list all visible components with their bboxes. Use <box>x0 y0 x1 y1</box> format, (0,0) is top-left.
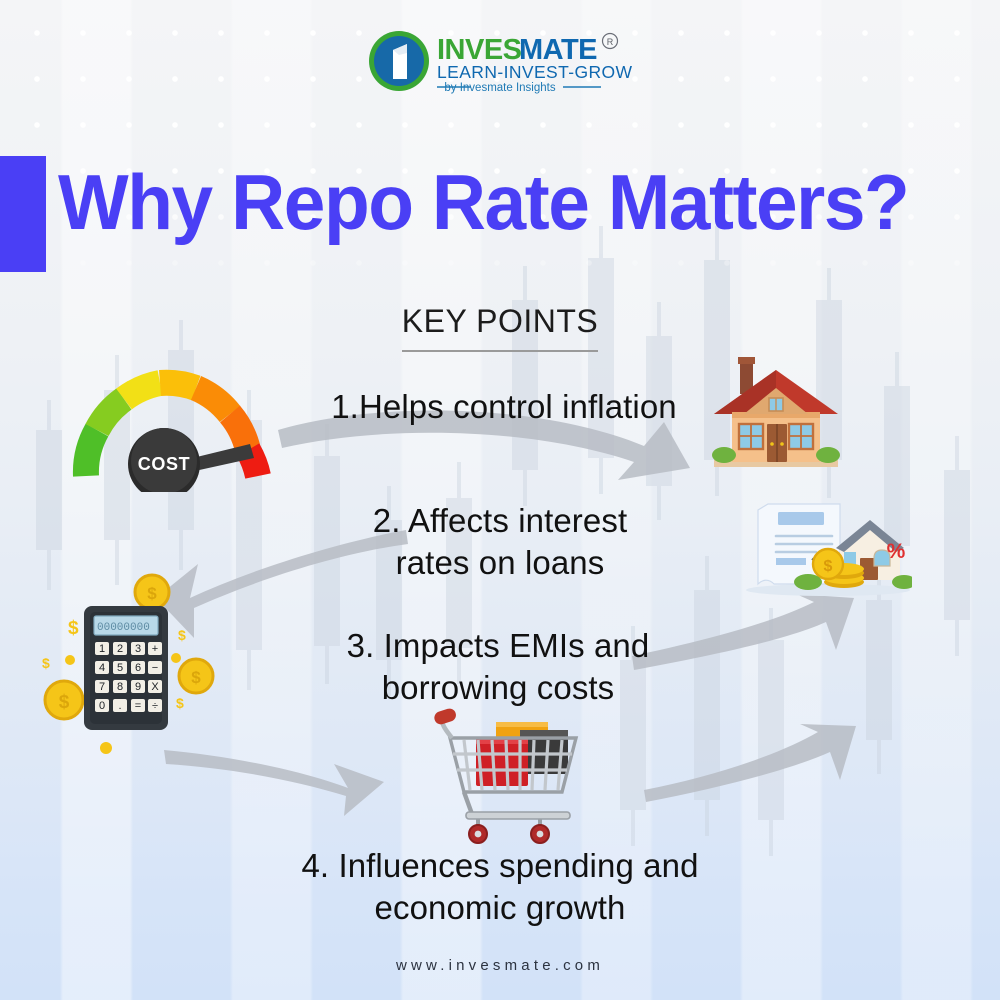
calculator-icon: $ $ $ $ $ $ $ 00000000 <box>42 573 215 754</box>
svg-text:3: 3 <box>135 643 141 655</box>
svg-text:.: . <box>118 700 121 712</box>
svg-text:−: − <box>152 662 158 674</box>
arrow-to-growth-icon <box>644 724 856 802</box>
gauge-label: COST <box>138 454 190 474</box>
svg-text:00000000: 00000000 <box>97 622 150 634</box>
key-point-2: 2. Affects interest rates on loans <box>372 502 628 582</box>
svg-text:$: $ <box>178 627 186 643</box>
cost-gauge-icon: COST <box>72 369 271 492</box>
house-icon <box>712 357 840 467</box>
logo-word-inves: INVES <box>437 34 522 66</box>
svg-text:5: 5 <box>117 662 123 674</box>
arrow-to-calculator-icon <box>156 530 408 638</box>
svg-text:=: = <box>135 700 141 712</box>
svg-text:$: $ <box>68 618 79 639</box>
key-point-3: 3. Impacts EMIs and borrowing costs <box>346 627 650 707</box>
logo-tagline: LEARN-INVEST-GROW <box>437 62 633 82</box>
registered-trademark-icon: R <box>607 37 614 47</box>
key-point-4: 4. Influences spending and economic grow… <box>301 847 699 927</box>
svg-text:$: $ <box>176 695 184 711</box>
shopping-cart-icon <box>434 708 579 844</box>
home-loan-document-icon: $ % <box>746 503 912 596</box>
arrow-to-house-icon <box>278 410 690 480</box>
svg-text:$: $ <box>824 558 833 575</box>
svg-text:0: 0 <box>99 700 105 712</box>
key-points-underline <box>402 350 598 352</box>
svg-text:1: 1 <box>99 643 105 655</box>
arrow-to-cart-icon <box>164 750 384 816</box>
key-point-1: 1.Helps control inflation <box>331 388 677 425</box>
arrow-to-loan-document-icon <box>632 594 854 670</box>
coin-stack: $ <box>811 547 864 588</box>
calculator-display: 00000000 <box>97 622 150 634</box>
svg-text:$: $ <box>42 655 50 671</box>
svg-text:4: 4 <box>99 662 105 674</box>
logo-subtagline: by Invesmate Insights <box>444 82 555 94</box>
svg-text:9: 9 <box>135 681 141 693</box>
svg-text:+: + <box>152 643 158 655</box>
website-url[interactable]: www.invesmate.com <box>395 957 605 974</box>
svg-text:$: $ <box>147 584 157 603</box>
percent-icon: % <box>887 540 906 563</box>
svg-text:X: X <box>151 681 159 693</box>
page-title: Why Repo Rate Matters? <box>58 158 910 246</box>
svg-text:$: $ <box>59 692 70 713</box>
key-points-header: KEY POINTS <box>0 303 1000 352</box>
logo-word-mate: MATE <box>519 34 597 66</box>
svg-text:÷: ÷ <box>152 700 158 712</box>
title-accent-bar <box>0 156 46 272</box>
svg-text:$: $ <box>191 668 201 687</box>
svg-text:2: 2 <box>117 643 123 655</box>
calculator-keys <box>95 642 162 712</box>
brand-logo[interactable]: INVES MATE R LEARN-INVEST-GROW by Invesm… <box>0 28 1000 94</box>
svg-text:8: 8 <box>117 681 123 693</box>
svg-text:7: 7 <box>99 681 105 693</box>
svg-text:6: 6 <box>135 662 141 674</box>
key-points-heading: KEY POINTS <box>401 303 599 339</box>
